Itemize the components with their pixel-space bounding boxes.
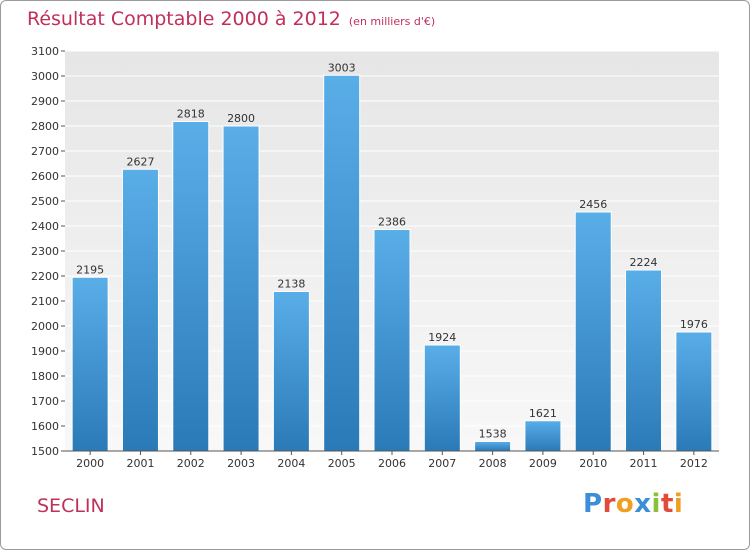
- x-axis: 2000 2001 2002 2003 2004 2005 2006 2007 2008 2009…: [76, 451, 708, 470]
- bars: 2195 2627 2818 2800 2138 3003 2386 1924 1538 1621…: [71, 61, 713, 452]
- x-tick-label: 2003: [227, 457, 255, 470]
- y-tick-label: 2700: [31, 145, 59, 158]
- y-tick-label: 2200: [31, 270, 59, 283]
- bar-value-label: 2386: [378, 216, 406, 229]
- y-tick-label: 2600: [31, 170, 59, 183]
- y-tick-label: 3100: [31, 45, 59, 58]
- y-tick-label: 1700: [31, 395, 59, 408]
- bar-value-label: 3003: [328, 61, 356, 74]
- chart-title: Résultat Comptable 2000 à 2012 (en millie…: [27, 8, 435, 30]
- logo-letter: x: [634, 489, 652, 519]
- y-tick-label: 2400: [31, 220, 59, 233]
- bar: [323, 74, 361, 452]
- bar: [675, 331, 713, 452]
- bar: [474, 441, 512, 452]
- y-tick-label: 2500: [31, 195, 59, 208]
- y-tick-label: 2100: [31, 295, 59, 308]
- x-tick-label: 2008: [479, 457, 507, 470]
- bar-value-label: 2818: [177, 108, 205, 121]
- logo-letter: i: [651, 489, 661, 519]
- x-tick-label: 2001: [126, 457, 154, 470]
- logo-letter: i: [673, 489, 684, 519]
- logo-letter: r: [602, 489, 616, 519]
- x-tick-label: 2004: [277, 457, 305, 470]
- y-tick-label: 1500: [31, 445, 59, 458]
- bar: [121, 168, 159, 452]
- bar-value-label: 2195: [76, 263, 104, 276]
- bar: [373, 229, 411, 452]
- y-tick-label: 2300: [31, 245, 59, 258]
- bar-value-label: 1924: [428, 331, 456, 344]
- y-tick-label: 2900: [31, 95, 59, 108]
- y-tick-label: 3000: [31, 70, 59, 83]
- bar-value-label: 1538: [479, 428, 507, 441]
- bar: [272, 291, 310, 452]
- logo-letter: P: [583, 489, 603, 519]
- y-axis: 1500 1600 1700 1800 1900 2000 2100 2200 2300 2400…: [31, 45, 719, 458]
- bar-value-label: 2138: [277, 278, 305, 291]
- bar: [524, 420, 562, 452]
- x-tick-label: 2005: [328, 457, 356, 470]
- bar: [222, 125, 260, 452]
- x-tick-label: 2009: [529, 457, 557, 470]
- bar-value-label: 2224: [630, 256, 658, 269]
- proxiti-logo[interactable]: Proxiti: [583, 489, 683, 519]
- bar: [172, 121, 210, 452]
- x-tick-label: 2002: [177, 457, 205, 470]
- bar-value-label: 2456: [579, 198, 607, 211]
- x-tick-label: 2006: [378, 457, 406, 470]
- bar: [625, 269, 663, 452]
- y-tick-label: 2000: [31, 320, 59, 333]
- bar: [574, 211, 612, 452]
- bar: [71, 276, 109, 452]
- y-tick-label: 2800: [31, 120, 59, 133]
- x-tick-label: 2000: [76, 457, 104, 470]
- bar-value-label: 2800: [227, 112, 255, 125]
- y-tick-label: 1600: [31, 420, 59, 433]
- bar-value-label: 1621: [529, 407, 557, 420]
- bar: [423, 344, 461, 452]
- bar-value-label: 1976: [680, 318, 708, 331]
- x-tick-label: 2007: [428, 457, 456, 470]
- x-tick-label: 2012: [680, 457, 708, 470]
- logo-letter: t: [660, 489, 674, 519]
- chart-subtitle: (en milliers d'€): [348, 15, 436, 28]
- y-tick-label: 1800: [31, 370, 59, 383]
- chart-title-text: Résultat Comptable 2000 à 2012: [27, 8, 341, 30]
- logo-letter: o: [615, 489, 635, 519]
- x-tick-label: 2011: [630, 457, 658, 470]
- bar-value-label: 2627: [126, 155, 154, 168]
- y-tick-label: 1900: [31, 345, 59, 358]
- town-name: SECLIN: [37, 495, 105, 517]
- x-tick-label: 2010: [579, 457, 607, 470]
